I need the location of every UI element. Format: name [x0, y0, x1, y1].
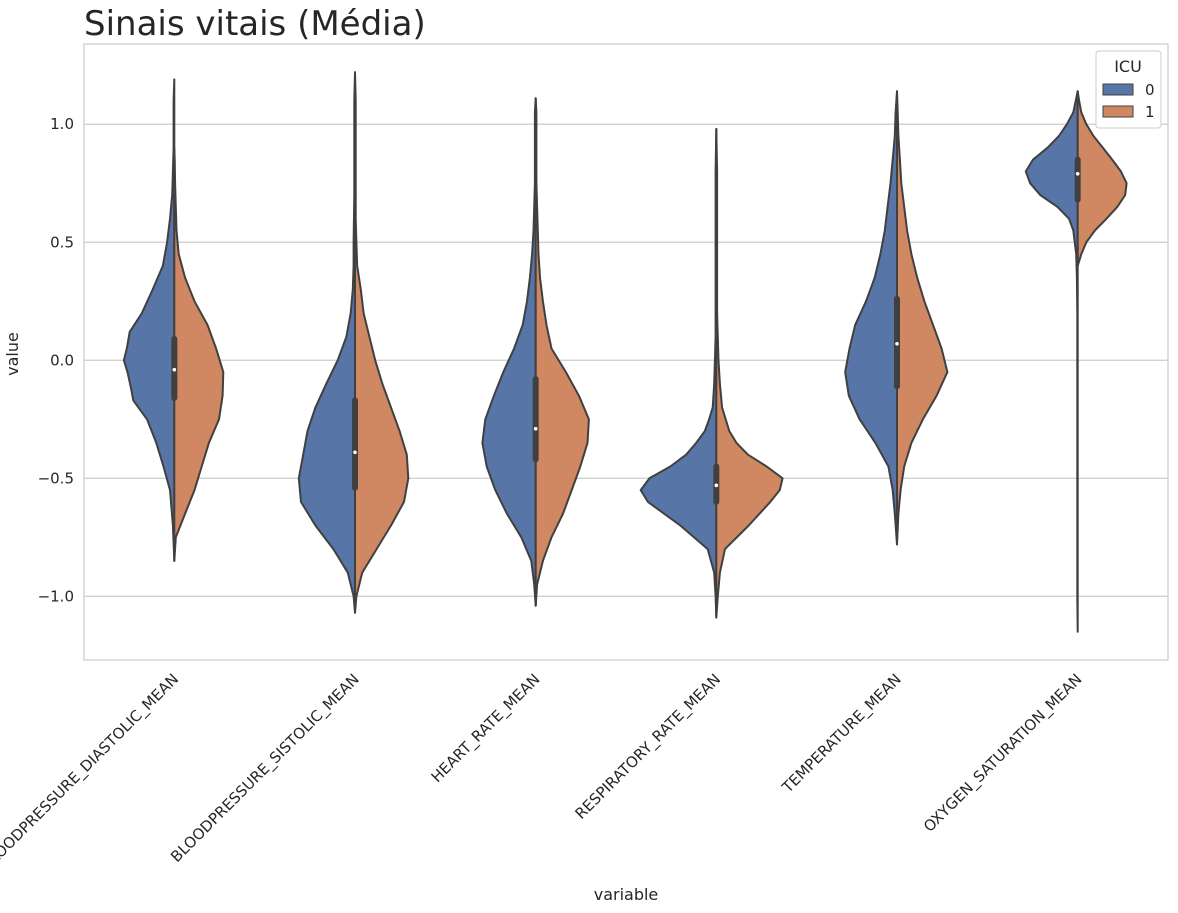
chart-title: Sinais vitais (Média)	[84, 4, 426, 44]
violin-half-icu-1	[173, 146, 225, 562]
y-axis-label: value	[3, 332, 22, 376]
x-tick-label: HEART_RATE_MEAN	[428, 670, 545, 787]
legend-swatch-0	[1102, 83, 1134, 96]
violin-half-icu-1	[534, 97, 590, 607]
plot-frame	[83, 43, 1169, 661]
violin-half-icu-1	[354, 71, 410, 614]
legend: ICU 0 1	[1095, 50, 1162, 129]
x-tick-labels: BLOODPRESSURE_DIASTOLIC_MEANBLOODPRESSUR…	[0, 670, 1086, 875]
x-tick-label: OXYGEN_SATURATION_MEAN	[920, 670, 1086, 836]
violin-half-icu-0	[1024, 90, 1079, 633]
y-tick-label: 0.0	[50, 351, 74, 369]
violin-half-icu-1	[1076, 90, 1128, 267]
violins	[122, 71, 1128, 633]
median-point	[1075, 172, 1080, 176]
y-tick-label: −0.5	[38, 469, 74, 487]
median-point	[533, 426, 538, 431]
y-tick-label: −1.0	[38, 587, 74, 605]
box-markers	[171, 156, 1081, 505]
violin-half-icu-1	[715, 128, 784, 619]
violin-half-icu-0	[481, 97, 537, 607]
violin-half-icu-0	[844, 90, 898, 546]
y-tick-label: 0.5	[50, 233, 74, 251]
median-point	[353, 450, 357, 455]
violin-half-icu-0	[639, 128, 718, 619]
violin-half-icu-1	[896, 90, 949, 546]
y-tick-label: 1.0	[50, 115, 74, 133]
x-tick-label: BLOODPRESSURE_DIASTOLIC_MEAN	[0, 670, 183, 875]
violin-half-icu-0	[122, 78, 176, 562]
y-gridlines	[84, 123, 1168, 597]
legend-title: ICU	[1114, 57, 1142, 76]
legend-label-0: 0	[1145, 81, 1155, 99]
median-point	[714, 483, 719, 488]
x-tick-label: TEMPERATURE_MEAN	[778, 670, 906, 798]
x-tick-label: RESPIRATORY_RATE_MEAN	[572, 670, 725, 823]
x-tick-label: BLOODPRESSURE_SISTOLIC_MEAN	[167, 670, 363, 866]
legend-label-1: 1	[1145, 103, 1155, 121]
violin-half-icu-0	[297, 71, 356, 614]
median-point	[172, 367, 177, 372]
median-point	[895, 341, 899, 346]
legend-swatch-1	[1102, 105, 1134, 118]
x-axis-label: variable	[594, 885, 659, 904]
y-tick-labels: 1.0 0.5 0.0 −0.5 −1.0	[38, 115, 74, 605]
